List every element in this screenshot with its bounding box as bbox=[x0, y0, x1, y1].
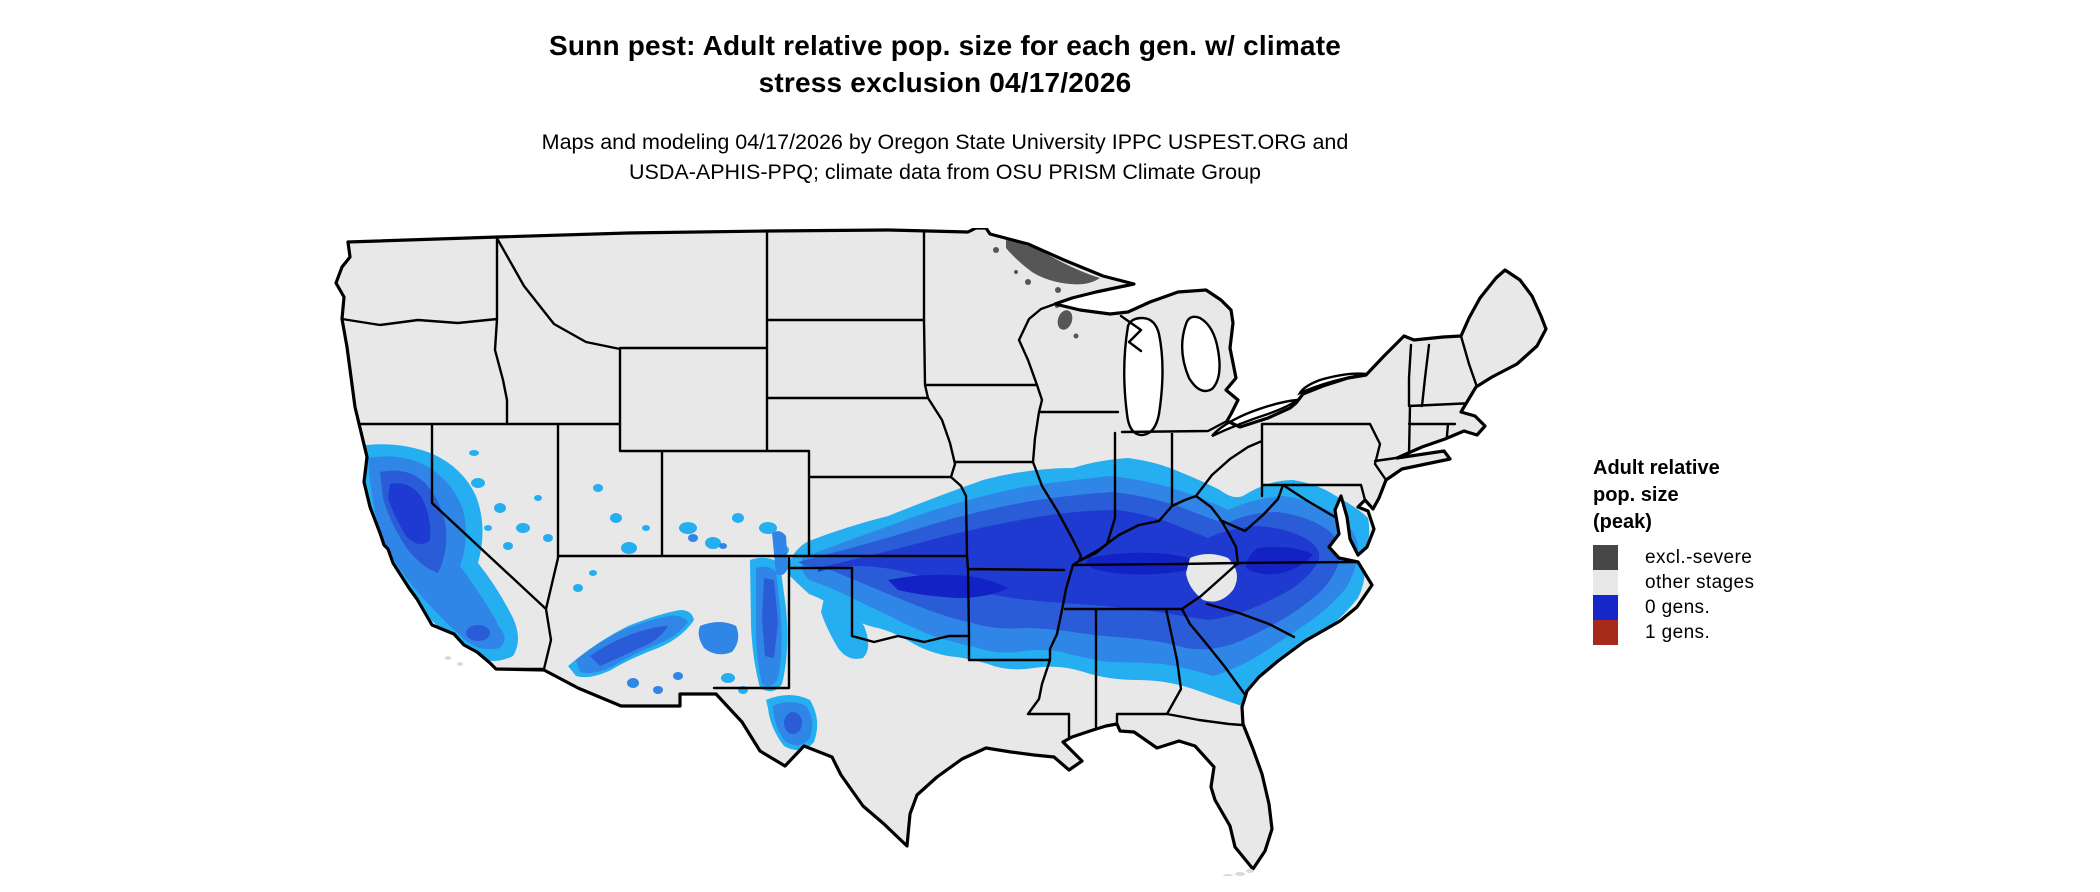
legend-item-excl-severe: excl.-severe bbox=[1593, 545, 1823, 570]
gen0-shade-4 bbox=[388, 483, 1320, 620]
legend-item-1-gens: 1 gens. bbox=[1593, 620, 1823, 645]
map-legend: Adult relative pop. size (peak) excl.-se… bbox=[1593, 455, 1823, 645]
legend-swatch-1-gens bbox=[1593, 620, 1618, 645]
great-lakes bbox=[1123, 315, 1367, 438]
lake-michigan bbox=[1123, 316, 1164, 437]
legend-item-0-gens: 0 gens. bbox=[1593, 595, 1823, 620]
legend-title: Adult relative pop. size (peak) bbox=[1593, 455, 1823, 536]
legend-label-0-gens: 0 gens. bbox=[1645, 596, 1711, 618]
map-subtitle-line-1: Maps and modeling 04/17/2026 by Oregon S… bbox=[541, 130, 1349, 154]
us-map bbox=[328, 226, 1550, 878]
legend-swatch-0-gens bbox=[1593, 595, 1618, 620]
legend-label-excl-severe: excl.-severe bbox=[1645, 546, 1753, 568]
map-subtitle-line-2: USDA-APHIS-PPQ; climate data from OSU PR… bbox=[628, 160, 1262, 184]
legend-label-1-gens: 1 gens. bbox=[1645, 621, 1711, 643]
excluded-severe-areas bbox=[993, 240, 1100, 339]
shaded-overlays bbox=[358, 240, 1370, 751]
map-title-line-2: stress exclusion 04/17/2026 bbox=[758, 67, 1132, 98]
map-title-line-1: Sunn pest: Adult relative pop. size for … bbox=[548, 30, 1341, 61]
gen0-shade-5 bbox=[888, 546, 1313, 598]
appalachian-gap bbox=[1186, 554, 1237, 602]
map-subtitle: Maps and modeling 04/17/2026 by Oregon S… bbox=[0, 127, 1890, 187]
us-outline bbox=[334, 226, 1548, 871]
legend-swatch-excl-severe bbox=[1593, 545, 1618, 570]
us-map-svg bbox=[334, 226, 1548, 878]
legend-title-line-2: pop. size bbox=[1593, 484, 1679, 506]
legend-item-other-stages: other stages bbox=[1593, 570, 1823, 595]
channel-islands bbox=[445, 656, 463, 666]
map-title: Sunn pest: Adult relative pop. size for … bbox=[0, 27, 1890, 101]
florida-keys bbox=[1223, 869, 1254, 878]
lake-huron bbox=[1181, 315, 1221, 393]
legend-title-line-3: (peak) bbox=[1593, 511, 1652, 533]
legend-title-line-1: Adult relative bbox=[1593, 457, 1720, 479]
legend-swatch-other-stages bbox=[1593, 570, 1618, 595]
legend-label-other-stages: other stages bbox=[1645, 571, 1755, 593]
